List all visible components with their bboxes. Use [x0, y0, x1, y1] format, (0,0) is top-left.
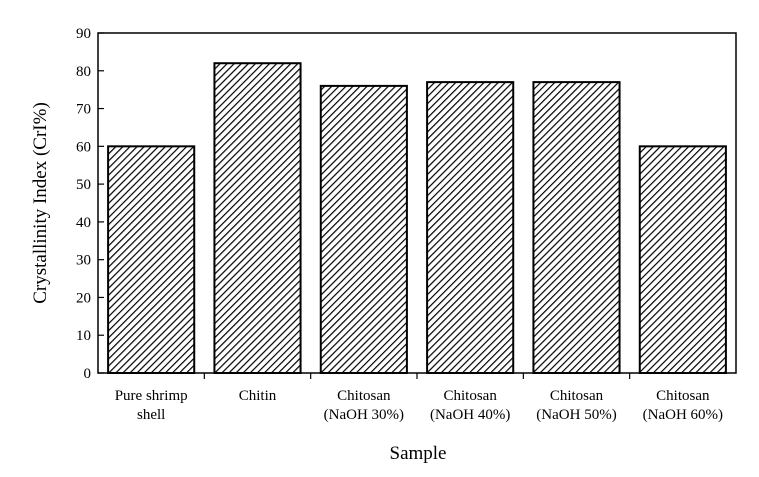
x-category-label: shell [137, 407, 165, 423]
bars-group [107, 62, 727, 374]
y-tick-label: 50 [76, 177, 91, 193]
y-tick-label: 40 [76, 215, 91, 231]
x-category-label: Chitosan [443, 388, 497, 404]
x-axis: Pure shrimp shell Chitin Chitosan (NaOH 30%)… [115, 373, 723, 423]
y-tick-label: 20 [76, 290, 91, 306]
bar [638, 145, 727, 374]
x-category-label: (NaOH 30%) [324, 407, 404, 423]
y-tick-label: 80 [76, 64, 91, 80]
x-category-label: Chitosan [656, 388, 710, 404]
y-tick-label: 70 [76, 102, 91, 118]
x-category-label: Chitosan [550, 388, 604, 404]
bar [213, 62, 302, 374]
x-axis-title: Sample [390, 443, 447, 464]
x-category-label: (NaOH 50%) [536, 407, 616, 423]
bar [107, 145, 196, 374]
y-tick-label: 10 [76, 328, 91, 344]
x-category-label: (NaOH 60%) [643, 407, 723, 423]
bar [319, 84, 408, 374]
x-category-label: Chitin [239, 388, 277, 404]
bar [532, 81, 621, 374]
x-category-label: Pure shrimp [115, 388, 188, 404]
bar [426, 81, 515, 374]
x-category-label: (NaOH 40%) [430, 407, 510, 423]
y-axis-title: Crystallinity Index (CrI%) [30, 102, 51, 304]
y-axis: 0 10 20 30 40 50 60 70 80 90 [76, 26, 104, 382]
y-tick-label: 60 [76, 139, 91, 155]
y-tick-label: 0 [84, 366, 92, 382]
x-category-label: Chitosan [337, 388, 391, 404]
y-tick-label: 90 [76, 26, 91, 42]
y-tick-label: 30 [76, 253, 91, 269]
